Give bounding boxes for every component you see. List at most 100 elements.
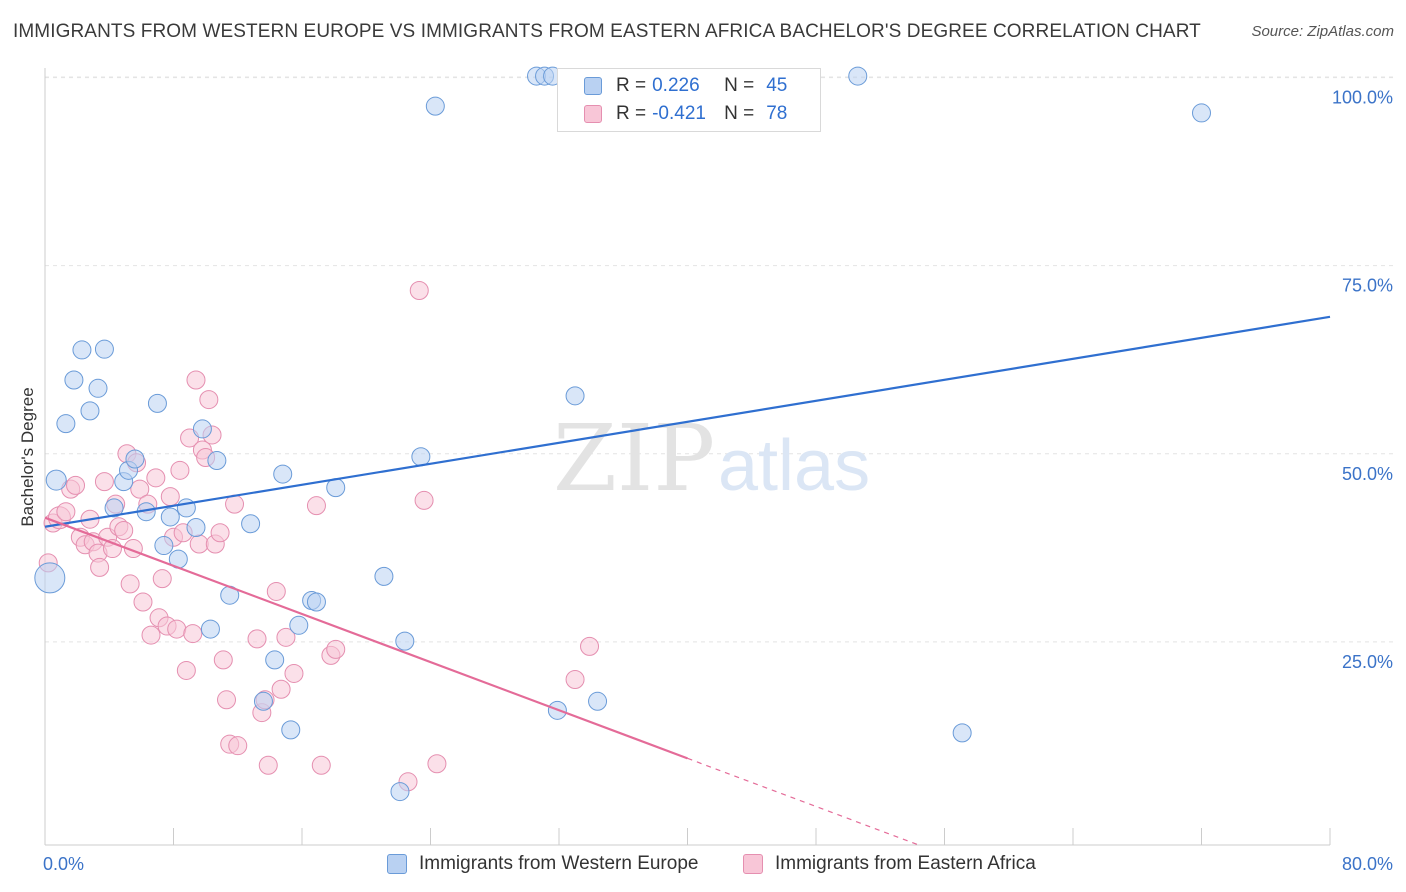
data-point bbox=[395, 631, 415, 651]
data-point bbox=[192, 419, 212, 439]
watermark-zip: ZIP bbox=[553, 405, 715, 512]
data-point bbox=[241, 514, 261, 534]
r-label: R = bbox=[616, 75, 647, 96]
data-point bbox=[374, 566, 394, 586]
legend-swatch-eastern-africa bbox=[743, 854, 763, 874]
data-point bbox=[56, 414, 76, 434]
data-point bbox=[90, 557, 110, 577]
y-tick-labels: 25.0% 50.0% 75.0% 100.0% bbox=[1332, 88, 1393, 672]
legend-swatch-western-europe bbox=[584, 77, 602, 95]
stats-legend: R = 0.226 N = 45 R = -0.421 N = 78 bbox=[557, 68, 821, 132]
data-point bbox=[588, 691, 608, 711]
data-point bbox=[952, 723, 972, 743]
legend-item-eastern-africa: Immigrants from Eastern Africa bbox=[743, 852, 1036, 876]
data-point bbox=[186, 517, 206, 537]
data-point bbox=[247, 629, 267, 649]
data-point bbox=[141, 625, 161, 645]
data-point bbox=[284, 663, 304, 683]
data-point bbox=[326, 639, 346, 659]
data-point bbox=[848, 66, 868, 86]
n-label: N = bbox=[724, 103, 755, 124]
data-point bbox=[281, 720, 301, 740]
x-tick-label-right: 80.0% bbox=[1342, 854, 1393, 874]
data-point bbox=[210, 523, 230, 543]
r-label: R = bbox=[616, 103, 647, 124]
stats-legend-row-western-europe: R = 0.226 N = 45 bbox=[584, 73, 787, 99]
legend-swatch-western-europe bbox=[387, 854, 407, 874]
trend-lines bbox=[44, 315, 1331, 846]
n-value: 45 bbox=[766, 75, 788, 96]
data-point bbox=[200, 619, 220, 639]
data-point bbox=[311, 755, 331, 775]
data-point bbox=[152, 569, 172, 589]
n-value: 78 bbox=[766, 103, 788, 124]
trend-line bbox=[44, 315, 1331, 528]
data-point bbox=[425, 96, 445, 116]
data-point bbox=[199, 390, 219, 410]
data-point bbox=[1192, 103, 1211, 123]
data-point bbox=[104, 498, 124, 518]
data-point bbox=[253, 691, 273, 711]
data-point bbox=[265, 650, 285, 670]
data-point bbox=[160, 507, 180, 527]
data-point bbox=[66, 475, 86, 495]
data-point bbox=[414, 490, 434, 510]
data-point bbox=[170, 460, 190, 480]
stats-legend-row-eastern-africa: R = -0.421 N = 78 bbox=[584, 101, 787, 127]
legend-item-western-europe: Immigrants from Western Europe bbox=[387, 852, 698, 876]
data-point bbox=[565, 386, 585, 406]
y-tick-label: 25.0% bbox=[1342, 652, 1393, 672]
data-point bbox=[289, 615, 309, 635]
data-point bbox=[146, 468, 166, 488]
data-point bbox=[130, 479, 150, 499]
data-point bbox=[217, 690, 237, 710]
data-point bbox=[72, 340, 92, 360]
data-point bbox=[147, 393, 167, 413]
data-point bbox=[189, 534, 209, 554]
data-point bbox=[273, 464, 293, 484]
data-point bbox=[266, 581, 286, 601]
data-point bbox=[580, 636, 600, 656]
data-point bbox=[114, 521, 134, 541]
legend-label-eastern-africa: Immigrants from Eastern Africa bbox=[775, 853, 1036, 874]
y-tick-label: 75.0% bbox=[1342, 276, 1393, 296]
data-point bbox=[306, 496, 326, 516]
data-point bbox=[167, 619, 187, 639]
r-value: 0.226 bbox=[652, 75, 700, 96]
r-value: -0.421 bbox=[652, 103, 706, 124]
data-point bbox=[390, 782, 410, 802]
data-point bbox=[411, 447, 431, 467]
data-point bbox=[176, 660, 196, 680]
data-point bbox=[120, 574, 140, 594]
data-point bbox=[34, 562, 66, 594]
data-point bbox=[258, 755, 278, 775]
data-point bbox=[409, 280, 429, 300]
data-point bbox=[45, 469, 67, 491]
data-point bbox=[160, 487, 180, 507]
y-tick-label: 100.0% bbox=[1332, 88, 1393, 108]
data-point bbox=[427, 754, 447, 774]
axes bbox=[44, 68, 1331, 846]
data-point bbox=[94, 472, 114, 492]
legend-label-western-europe: Immigrants from Western Europe bbox=[419, 853, 699, 874]
data-point bbox=[183, 624, 203, 644]
y-tick-label: 50.0% bbox=[1342, 464, 1393, 484]
data-point bbox=[64, 370, 84, 390]
data-point bbox=[207, 451, 227, 471]
grid-lines bbox=[45, 76, 1393, 643]
data-point bbox=[154, 536, 174, 556]
data-point bbox=[125, 449, 145, 469]
data-point bbox=[276, 627, 296, 647]
data-point bbox=[80, 401, 100, 421]
eastern-africa-points bbox=[38, 280, 600, 792]
data-point bbox=[133, 592, 153, 612]
data-point bbox=[56, 502, 76, 522]
x-tick-label-left: 0.0% bbox=[43, 854, 84, 874]
data-point bbox=[88, 378, 108, 398]
legend-swatch-eastern-africa bbox=[584, 105, 602, 123]
source-label: Source: ZipAtlas.com bbox=[1251, 23, 1394, 40]
n-label: N = bbox=[724, 75, 755, 96]
watermark-atlas: atlas bbox=[718, 426, 870, 506]
data-point bbox=[228, 736, 248, 756]
